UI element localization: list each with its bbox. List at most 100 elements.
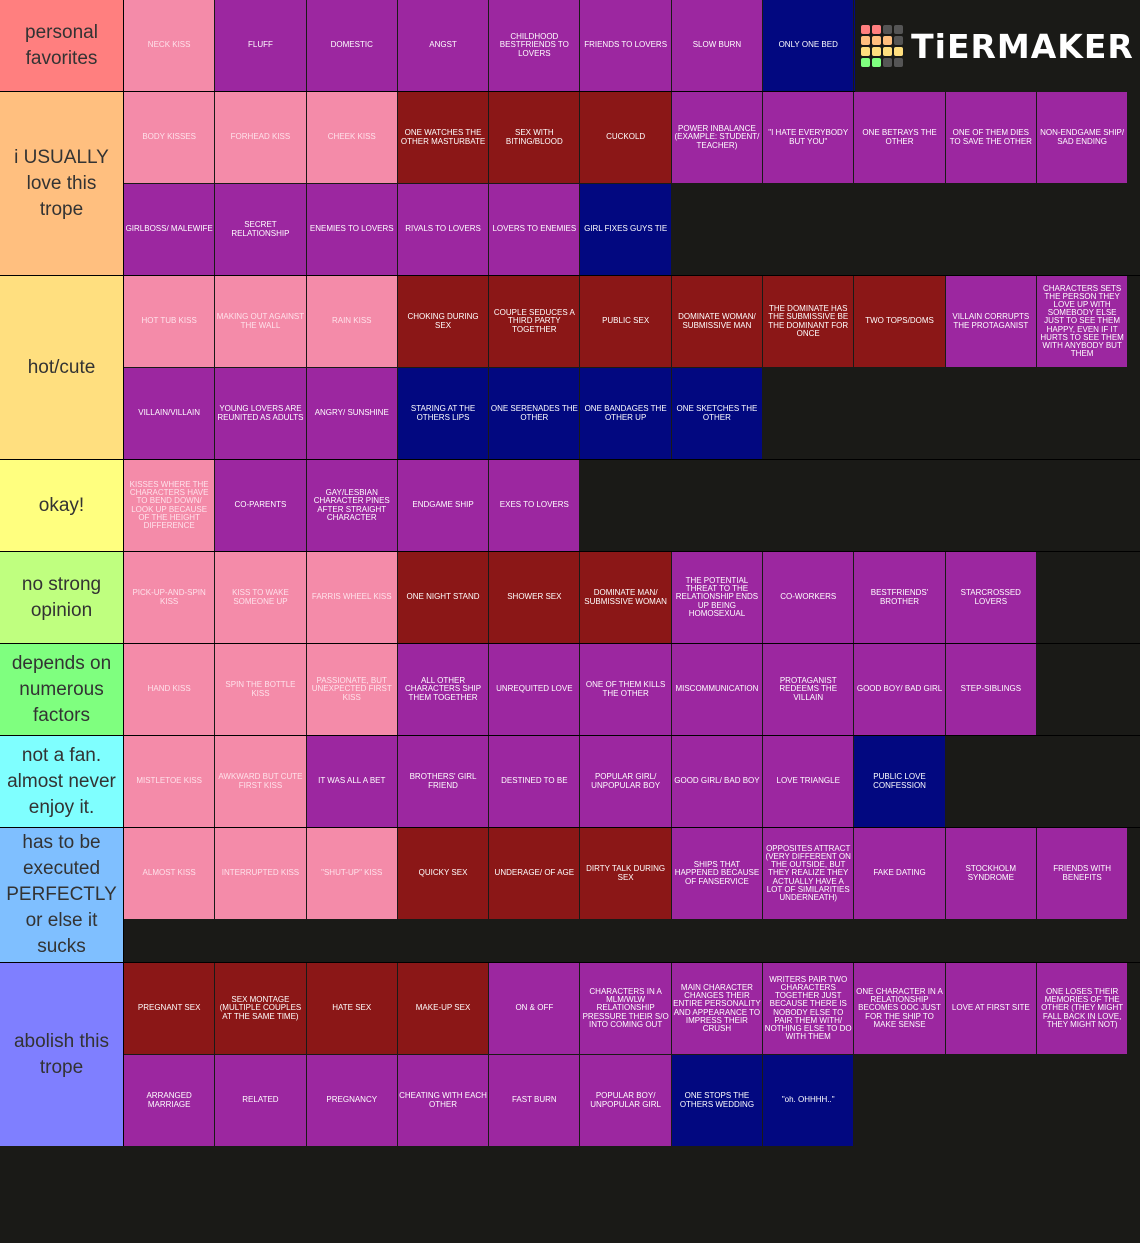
trope-card: BROTHERS' GIRL FRIEND <box>397 736 489 827</box>
trope-card: NON-ENDGAME SHIP/ SAD ENDING <box>1036 92 1128 183</box>
trope-card: SHIPS THAT HAPPENED BECAUSE OF FANSERVIC… <box>671 828 763 919</box>
logo-text: TiERMAKER <box>911 26 1134 66</box>
trope-card: STOCKHOLM SYNDROME <box>945 828 1036 919</box>
trope-card: MISTLETOE KISS <box>124 736 215 827</box>
trope-card: POPULAR BOY/ UNPOPULAR GIRL <box>580 1055 671 1146</box>
tier-items: BODY KISSES FORHEAD KISS CHEEK KISS ONE WAT… <box>124 92 1139 275</box>
trope-card: UNDERAGE/ OF AGE <box>489 828 580 919</box>
tier-label: okay! <box>0 460 124 551</box>
tier-row: hot/cute HOT TUB KISS MAKING OUT AGAINST T… <box>0 276 1140 460</box>
trope-card: SECRET RELATIONSHIP <box>215 184 306 275</box>
trope-card: POWER INBALANCE (EXAMPLE: STUDENT/ TEACH… <box>671 92 763 183</box>
trope-card: FRIENDS TO LOVERS <box>580 0 671 91</box>
trope-card: DOMINATE WOMAN/ SUBMISSIVE MAN <box>671 276 763 367</box>
tier-items: ALMOST KISS INTERRUPTED KISS "SHUT-UP" KIS… <box>124 828 1139 962</box>
tier-label: has to be executed PERFECTLY or else it … <box>0 828 124 962</box>
trope-card: OPPOSITES ATTRACT (VERY DIFFERENT ON THE… <box>763 828 854 919</box>
trope-card: BODY KISSES <box>124 92 215 183</box>
trope-card: BESTFRIENDS' BROTHER <box>854 552 945 643</box>
trope-card: GIRLBOSS/ MALEWIFE <box>124 184 215 275</box>
trope-card: HAND KISS <box>124 644 215 735</box>
logo-icon <box>861 25 904 67</box>
trope-card: ARRANGED MARRIAGE <box>124 1055 215 1146</box>
tier-items: MISTLETOE KISS AWKWARD BUT CUTE FIRST KIS… <box>124 736 1139 827</box>
tier-row: not a fan. almost never enjoy it. MISTLET… <box>0 736 1140 828</box>
trope-card: STARING AT THE OTHERS LIPS <box>397 368 489 459</box>
trope-card: UNREQUITED LOVE <box>489 644 580 735</box>
trope-card: SEX WITH BITING/BLOOD <box>489 92 580 183</box>
trope-card: AWKWARD BUT CUTE FIRST KISS <box>215 736 306 827</box>
trope-card: ONE NIGHT STAND <box>397 552 489 643</box>
trope-card: WRITERS PAIR TWO CHARACTERS TOGETHER JUS… <box>763 963 854 1054</box>
trope-card: EXES TO LOVERS <box>489 460 580 551</box>
trope-card: PICK-UP-AND-SPIN KISS <box>124 552 215 643</box>
trope-card: KISS TO WAKE SOMEONE UP <box>215 552 306 643</box>
trope-card: DIRTY TALK DURING SEX <box>580 828 671 919</box>
trope-card: THE POTENTIAL THREAT TO THE RELATIONSHIP… <box>671 552 763 643</box>
tier-label: hot/cute <box>0 276 124 459</box>
trope-card: ONE SKETCHES THE OTHER <box>671 368 763 459</box>
trope-card: FAST BURN <box>489 1055 580 1146</box>
tier-label: i USUALLY love this trope <box>0 92 124 275</box>
trope-card: CO-PARENTS <box>215 460 306 551</box>
trope-card: FAKE DATING <box>854 828 945 919</box>
tier-label: no strong opinion <box>0 552 124 643</box>
trope-card: "oh. OHHHH.." <box>763 1055 854 1146</box>
trope-card: MAKING OUT AGAINST THE WALL <box>215 276 306 367</box>
trope-card: PUBLIC SEX <box>580 276 671 367</box>
tier-items: HAND KISS SPIN THE BOTTLE KISS PASSIONATE,… <box>124 644 1139 735</box>
tier-list: personal favorites NECK KISS FLUFF DOMESTIC… <box>0 0 1140 1146</box>
trope-card: ALMOST KISS <box>124 828 215 919</box>
trope-card: FARRIS WHEEL KISS <box>306 552 397 643</box>
tier-row: no strong opinion PICK-UP-AND-SPIN KISS KI… <box>0 552 1140 644</box>
trope-card: GAY/LESBIAN CHARACTER PINES AFTER STRAIG… <box>306 460 397 551</box>
trope-card: ANGRY/ SUNSHINE <box>306 368 397 459</box>
trope-card: RAIN KISS <box>306 276 397 367</box>
trope-card: TWO TOPS/DOMS <box>854 276 945 367</box>
trope-card: "SHUT-UP" KISS <box>306 828 397 919</box>
trope-card: GOOD GIRL/ BAD BOY <box>671 736 763 827</box>
tier-row: okay! KISSES WHERE THE CHARACTERS HAVE TO… <box>0 460 1140 552</box>
trope-card: VILLAIN CORRUPTS THE PROTAGANIST <box>945 276 1036 367</box>
logo: TiERMAKER <box>855 0 1140 92</box>
trope-card: ON & OFF <box>489 963 580 1054</box>
trope-card: ONE BANDAGES THE OTHER UP <box>580 368 671 459</box>
tier-label: personal favorites <box>0 0 124 91</box>
trope-card: DOMINATE MAN/ SUBMISSIVE WOMAN <box>580 552 671 643</box>
tier-items: HOT TUB KISS MAKING OUT AGAINST THE WALL R… <box>124 276 1139 459</box>
trope-card: IT WAS ALL A BET <box>306 736 397 827</box>
trope-card: ENDGAME SHIP <box>397 460 489 551</box>
tier-row: has to be executed PERFECTLY or else it … <box>0 828 1140 963</box>
trope-card: MAIN CHARACTER CHANGES THEIR ENTIRE PERS… <box>671 963 763 1054</box>
trope-card: HATE SEX <box>306 963 397 1054</box>
trope-card: RELATED <box>215 1055 306 1146</box>
tier-label: depends on numerous factors <box>0 644 124 735</box>
trope-card: ONE CHARACTER IN A RELATIONSHIP BECOMES … <box>854 963 945 1054</box>
trope-card: ONE WATCHES THE OTHER MASTURBATE <box>397 92 489 183</box>
trope-card: MAKE-UP SEX <box>397 963 489 1054</box>
trope-card: FORHEAD KISS <box>215 92 306 183</box>
trope-card: GIRL FIXES GUYS TIE <box>580 184 671 275</box>
trope-card: POPULAR GIRL/ UNPOPULAR BOY <box>580 736 671 827</box>
trope-card: ONLY ONE BED <box>763 0 854 91</box>
trope-card: LOVERS TO ENEMIES <box>489 184 580 275</box>
trope-card: CHILDHOOD BESTFRIENDS TO LOVERS <box>489 0 580 91</box>
trope-card: PROTAGANIST REDEEMS THE VILLAIN <box>763 644 854 735</box>
trope-card: ENEMIES TO LOVERS <box>306 184 397 275</box>
trope-card: DOMESTIC <box>306 0 397 91</box>
trope-card: PREGNANT SEX <box>124 963 215 1054</box>
trope-card: ANGST <box>397 0 489 91</box>
trope-card: PASSIONATE, BUT UNEXPECTED FIRST KISS <box>306 644 397 735</box>
trope-card: SEX MONTAGE (MULTIPLE COUPLES AT THE SAM… <box>215 963 306 1054</box>
trope-card: FRIENDS WITH BENEFITS <box>1036 828 1128 919</box>
tier-items: PICK-UP-AND-SPIN KISS KISS TO WAKE SOMEON… <box>124 552 1139 643</box>
trope-card: ONE STOPS THE OTHERS WEDDING <box>671 1055 763 1146</box>
trope-card: INTERRUPTED KISS <box>215 828 306 919</box>
trope-card: ONE OF THEM KILLS THE OTHER <box>580 644 671 735</box>
trope-card: FLUFF <box>215 0 306 91</box>
trope-card: STEP-SIBLINGS <box>945 644 1036 735</box>
tier-row: depends on numerous factors HAND KISS SPIN… <box>0 644 1140 736</box>
trope-card: COUPLE SEDUCES A THIRD PARTY TOGETHER <box>489 276 580 367</box>
trope-card: CHEATING WITH EACH OTHER <box>397 1055 489 1146</box>
